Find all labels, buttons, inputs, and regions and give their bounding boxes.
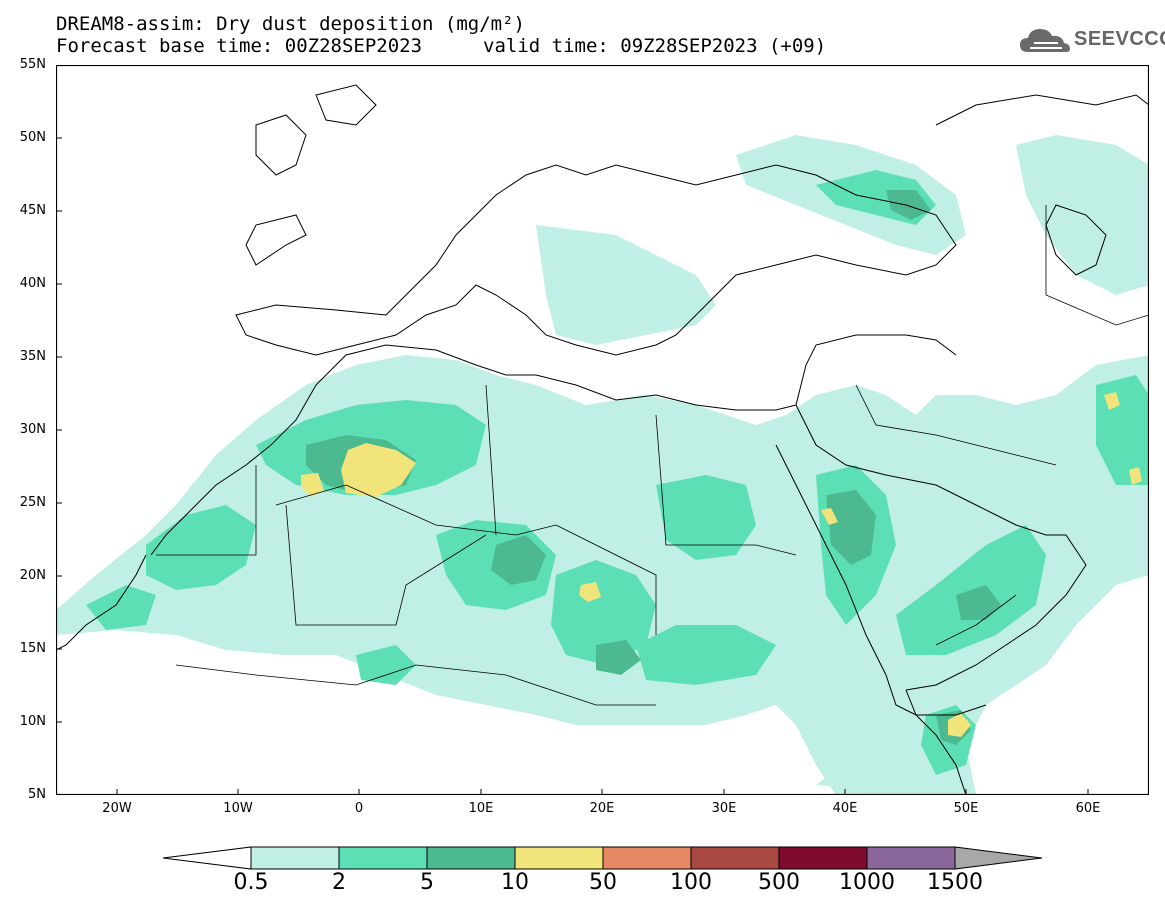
lon-label: 60E xyxy=(1075,801,1101,816)
colorbar-label: 10 xyxy=(501,870,529,895)
forecast-base-time: Forecast base time: 00Z28SEP2023 xyxy=(56,35,423,57)
colorbar-box xyxy=(514,846,604,870)
colorbar-label: 1000 xyxy=(839,870,895,895)
colorbar-box xyxy=(602,846,692,870)
colorbar-label: 50 xyxy=(589,870,617,895)
lat-label: 45N xyxy=(19,203,46,218)
lon-label: 40E xyxy=(832,801,858,816)
coastlines xyxy=(56,84,1149,795)
lat-label: 10N xyxy=(19,714,46,729)
lat-label: 40N xyxy=(19,276,46,291)
dust-level-10 xyxy=(301,392,1142,737)
dust-deposition-map xyxy=(56,65,1149,795)
lat-label: 55N xyxy=(19,57,46,72)
colorbar-label: 5 xyxy=(420,870,434,895)
colorbar-label: 1500 xyxy=(927,870,983,895)
colorbar-box xyxy=(426,846,516,870)
colorbar-box xyxy=(338,846,428,870)
lon-label: 10E xyxy=(468,801,494,816)
cloud-icon xyxy=(1020,29,1070,52)
colorbar-box xyxy=(778,846,868,870)
colorbar-box xyxy=(250,846,340,870)
lat-label: 35N xyxy=(19,349,46,364)
colorbar-label: 500 xyxy=(758,870,800,895)
colorbar-label: 2 xyxy=(332,870,346,895)
colorbar-box xyxy=(690,846,780,870)
seevccc-logo: SEEVCCC xyxy=(1018,24,1165,58)
country-borders xyxy=(156,205,1149,706)
lon-label: 20E xyxy=(589,801,615,816)
colorbar-low-end xyxy=(162,846,252,870)
lon-label: 10W xyxy=(223,801,253,816)
lat-label: 30N xyxy=(19,422,46,437)
colorbar-high-end xyxy=(954,846,1043,870)
lat-label: 25N xyxy=(19,495,46,510)
logo-text: SEEVCCC xyxy=(1074,28,1165,50)
lat-label: 15N xyxy=(19,641,46,656)
lon-label: 0 xyxy=(354,801,364,816)
lat-label: 5N xyxy=(28,787,46,802)
lon-label: 20W xyxy=(102,801,132,816)
colorbar-box xyxy=(866,846,956,870)
lon-label: 50E xyxy=(953,801,979,816)
colorbar-label: 0.5 xyxy=(233,870,269,895)
colorbar xyxy=(162,846,1043,870)
lat-label: 50N xyxy=(19,130,46,145)
valid-time: valid time: 09Z28SEP2023 (+09) xyxy=(483,35,827,57)
lat-label: 20N xyxy=(19,568,46,583)
lon-label: 30E xyxy=(711,801,737,816)
colorbar-label: 100 xyxy=(670,870,712,895)
map-title: DREAM8-assim: Dry dust deposition (mg/m²… xyxy=(56,13,525,35)
